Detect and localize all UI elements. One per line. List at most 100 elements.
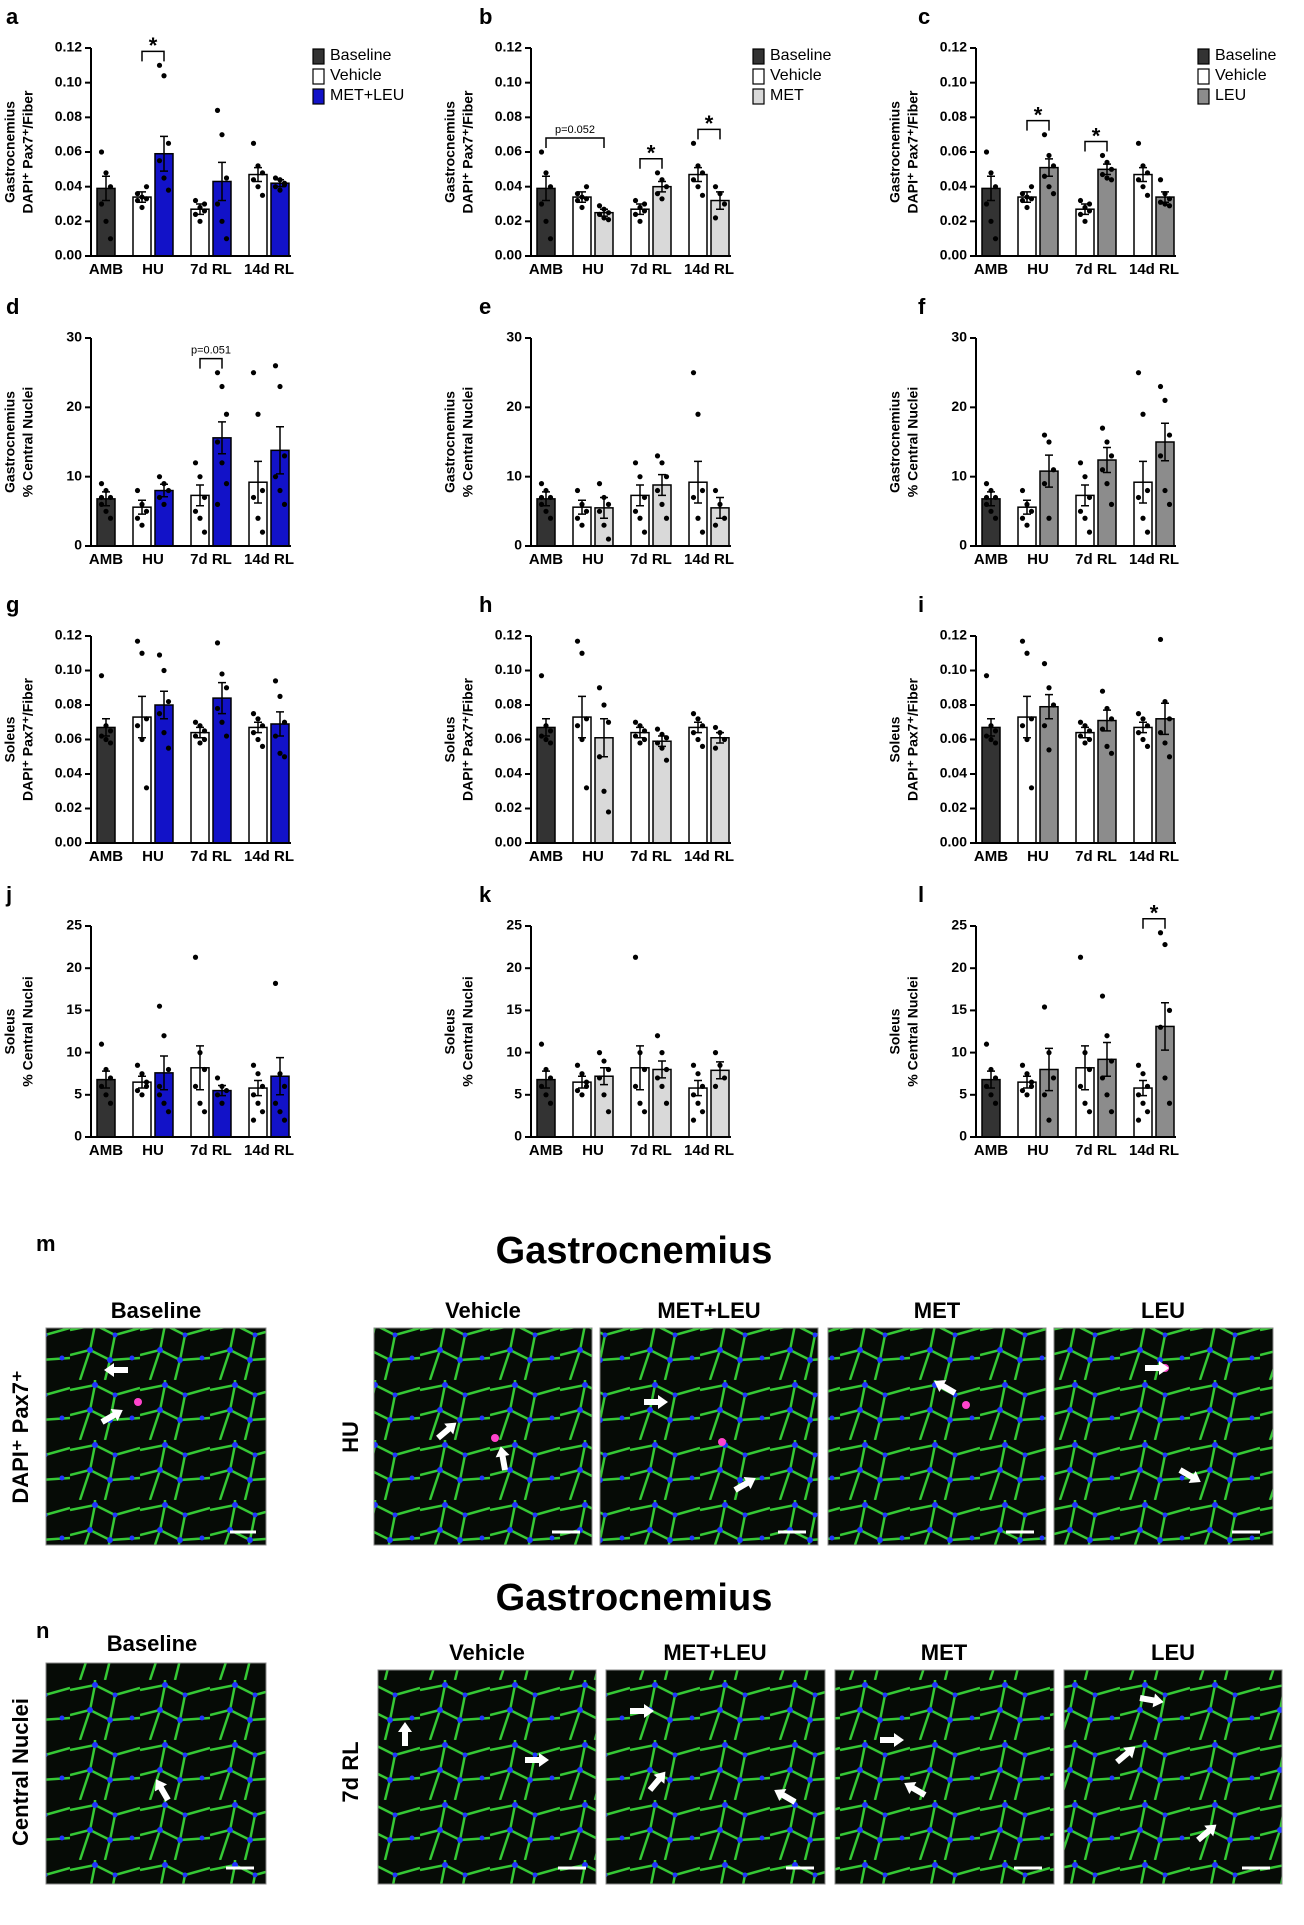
data-point xyxy=(695,1100,701,1106)
micrograph xyxy=(599,1327,819,1546)
x-tick-label: AMB xyxy=(974,1142,1008,1159)
data-point xyxy=(632,197,639,204)
data-point xyxy=(255,515,261,521)
data-point xyxy=(699,170,706,176)
data-point xyxy=(223,481,230,487)
data-point xyxy=(1135,177,1142,183)
data-point xyxy=(156,62,163,68)
data-point xyxy=(601,206,607,212)
data-point xyxy=(601,1058,607,1064)
y-axis-label: % Central Nuclei xyxy=(460,387,476,497)
image-caption: MET+LEU xyxy=(663,1640,766,1665)
data-point xyxy=(1144,487,1151,494)
data-point xyxy=(654,726,661,732)
data-point xyxy=(1135,494,1142,501)
data-point xyxy=(1166,1100,1173,1106)
data-point xyxy=(579,501,585,507)
data-point xyxy=(1050,467,1057,473)
legend-label: Vehicle xyxy=(330,67,382,84)
significance-bracket xyxy=(697,128,721,140)
data-point xyxy=(690,370,697,376)
data-point xyxy=(654,740,661,746)
data-point xyxy=(543,170,549,176)
data-point xyxy=(717,501,723,507)
data-point xyxy=(1099,425,1106,431)
legend-label: Baseline xyxy=(1215,47,1276,64)
y-tick-label: 0.00 xyxy=(55,247,82,263)
data-point xyxy=(690,494,697,501)
data-point xyxy=(1135,140,1142,146)
error-bar xyxy=(636,484,644,507)
x-tick-label: HU xyxy=(142,1142,164,1159)
micrographs-n xyxy=(45,1662,1283,1885)
y-tick-label: 0.10 xyxy=(55,73,82,89)
data-point xyxy=(103,736,109,743)
data-point xyxy=(721,515,728,521)
image-caption: LEU xyxy=(1151,1640,1195,1665)
image-caption: Vehicle xyxy=(445,1298,521,1323)
data-point xyxy=(663,757,670,763)
legend-swatch xyxy=(752,88,765,105)
data-point xyxy=(277,383,283,390)
data-point xyxy=(214,705,221,712)
data-point xyxy=(134,638,141,644)
y-tick-label: 0.08 xyxy=(940,108,967,124)
data-point xyxy=(601,494,607,501)
data-point xyxy=(637,474,643,480)
data-point xyxy=(579,650,585,656)
data-point xyxy=(197,515,203,521)
y-tick-label: 0.12 xyxy=(55,39,82,55)
data-point xyxy=(214,439,221,445)
data-point xyxy=(1077,197,1084,204)
micrograph xyxy=(377,1669,597,1885)
data-point xyxy=(197,218,203,224)
x-tick-label: AMB xyxy=(529,848,563,865)
y-tick-label: 20 xyxy=(506,398,522,414)
data-point xyxy=(201,201,208,207)
legend-swatch xyxy=(312,68,325,85)
error-bar xyxy=(1161,1002,1169,1051)
panel-letter: c xyxy=(918,4,930,29)
data-point xyxy=(1104,743,1110,750)
data-point xyxy=(637,1050,643,1056)
data-point xyxy=(1104,175,1110,181)
data-point xyxy=(107,1100,114,1106)
data-point xyxy=(214,1075,221,1081)
data-point xyxy=(1099,467,1106,473)
x-tick-label: 14d RL xyxy=(244,551,294,568)
data-point xyxy=(143,196,150,202)
y-tick-label: 0 xyxy=(74,1128,82,1144)
data-point xyxy=(156,494,163,501)
data-point xyxy=(1019,191,1026,197)
data-point xyxy=(192,197,199,204)
data-point xyxy=(579,1092,585,1098)
data-point xyxy=(695,1071,701,1077)
x-tick-label: AMB xyxy=(529,1142,563,1159)
data-point xyxy=(712,184,719,190)
data-point xyxy=(538,1041,545,1047)
data-point xyxy=(579,204,585,211)
data-point xyxy=(538,673,545,679)
data-point xyxy=(574,638,581,644)
data-point xyxy=(1046,515,1052,521)
data-point xyxy=(98,1083,105,1089)
panel-letter: a xyxy=(6,4,19,29)
error-bar xyxy=(160,690,168,720)
data-point xyxy=(712,215,719,221)
data-point xyxy=(547,184,554,190)
data-point xyxy=(547,494,554,501)
data-point xyxy=(107,1075,114,1081)
y-tick-label: 0.00 xyxy=(55,834,82,850)
x-tick-label: 14d RL xyxy=(684,1142,734,1159)
data-point xyxy=(1157,730,1164,736)
x-tick-label: 14d RL xyxy=(1129,848,1179,865)
image-caption: LEU xyxy=(1141,1298,1185,1323)
y-tick-label: 0.12 xyxy=(495,627,522,643)
data-point xyxy=(1028,508,1035,514)
data-point xyxy=(637,218,643,224)
x-tick-label: HU xyxy=(142,848,164,865)
data-point xyxy=(712,1050,719,1056)
data-point xyxy=(1140,163,1146,169)
y-axis-label: DAPI⁺ Pax7⁺/Fiber xyxy=(20,90,36,213)
group-label: 7d RL xyxy=(338,1741,363,1802)
